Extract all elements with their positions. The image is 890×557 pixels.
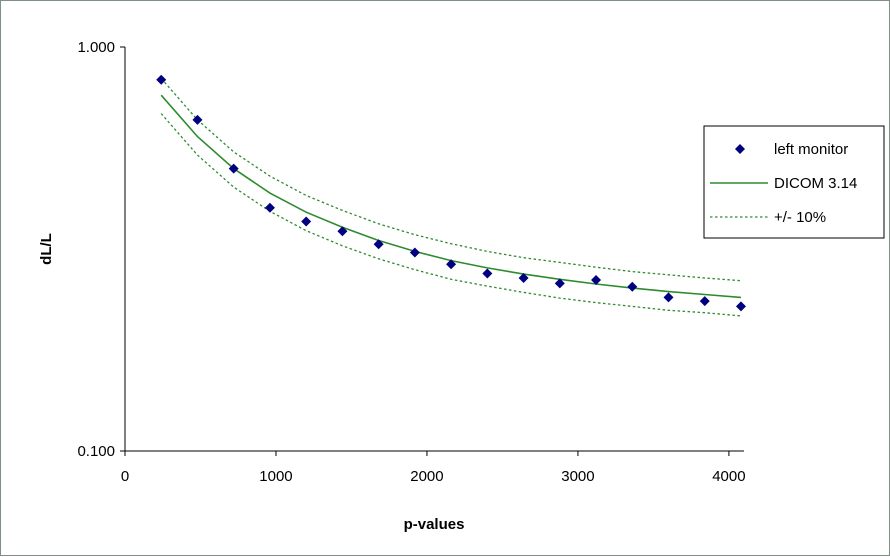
- axes: 0.100 1.000 0 1000 2000 3000 4000: [77, 39, 745, 485]
- data-point: [228, 163, 239, 174]
- data-point: [409, 247, 420, 258]
- data-point: [192, 114, 203, 125]
- series-layer: [156, 74, 746, 317]
- data-point: [518, 273, 529, 284]
- legend-label: DICOM 3.14: [774, 175, 857, 192]
- x-tick-label: 0: [121, 468, 129, 485]
- x-tick-label: 1000: [259, 468, 292, 485]
- data-point: [156, 74, 167, 85]
- data-point: [264, 202, 275, 213]
- legend: left monitor DICOM 3.14 +/- 10%: [703, 125, 885, 239]
- legend-label: left monitor: [774, 141, 848, 158]
- data-point: [554, 278, 565, 289]
- x-axis-title: p-values: [404, 516, 465, 533]
- legend-marker-diamond: [735, 144, 745, 154]
- data-point: [337, 226, 348, 237]
- data-point: [373, 239, 384, 250]
- x-tick-label: 4000: [712, 468, 745, 485]
- data-point: [482, 268, 493, 279]
- data-point: [591, 275, 602, 286]
- legend-label: +/- 10%: [774, 209, 826, 226]
- data-point: [301, 216, 312, 227]
- y-tick-label: 0.100: [77, 443, 115, 460]
- tolerance-line: [160, 113, 742, 317]
- plot-area: [125, 47, 744, 451]
- data-point: [627, 281, 638, 292]
- data-point: [446, 259, 457, 270]
- x-tick-label: 3000: [561, 468, 594, 485]
- x-tick-label: 2000: [410, 468, 443, 485]
- data-point: [699, 296, 710, 307]
- tolerance-line: [160, 77, 742, 282]
- legend-box: [703, 125, 885, 239]
- data-point: [735, 301, 746, 312]
- y-tick-label: 1.000: [77, 39, 115, 56]
- data-point: [663, 292, 674, 303]
- y-axis-title: dL/L: [38, 233, 55, 265]
